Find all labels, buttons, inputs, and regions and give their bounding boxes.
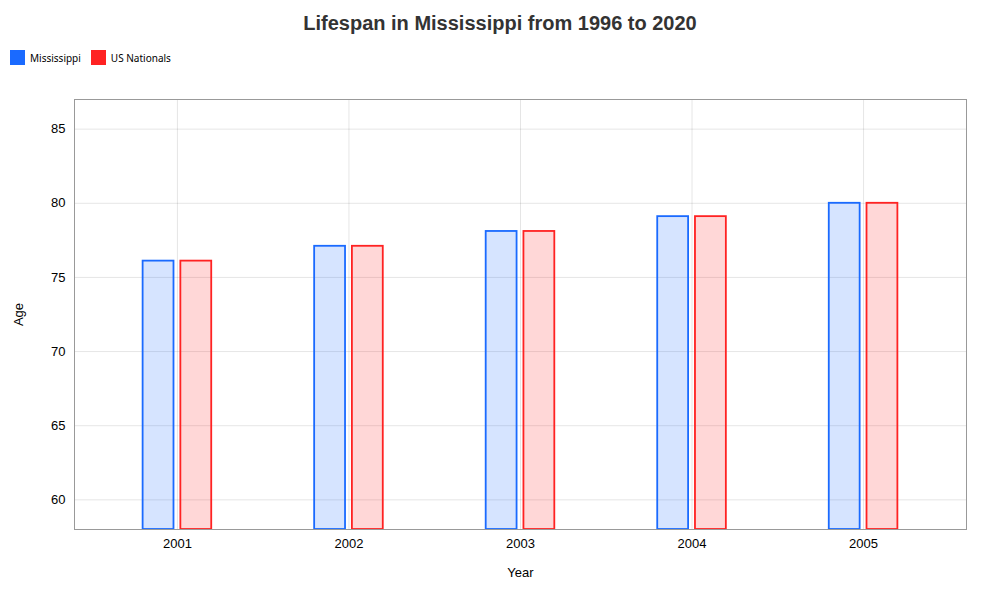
svg-text:2005: 2005	[849, 536, 878, 551]
svg-text:60: 60	[51, 492, 65, 507]
svg-text:2003: 2003	[506, 536, 535, 551]
svg-text:65: 65	[51, 418, 65, 433]
svg-text:2004: 2004	[678, 536, 707, 551]
svg-text:2001: 2001	[163, 536, 192, 551]
html-text:Lifespan in Mississippi from 1: Lifespan in Mississippi from 1996 to 202…	[303, 12, 697, 34]
html-text:Mississippi: Mississippi	[30, 50, 81, 65]
html-text:US Nationals: US Nationals	[110, 50, 171, 65]
svg-text:2002: 2002	[335, 536, 364, 551]
svg-text:Year: Year	[507, 565, 534, 580]
svg-text:Age: Age	[11, 303, 26, 326]
svg-text:75: 75	[51, 270, 65, 285]
svg-text:85: 85	[51, 121, 65, 136]
svg-text:80: 80	[51, 195, 65, 210]
svg-text:70: 70	[51, 344, 65, 359]
